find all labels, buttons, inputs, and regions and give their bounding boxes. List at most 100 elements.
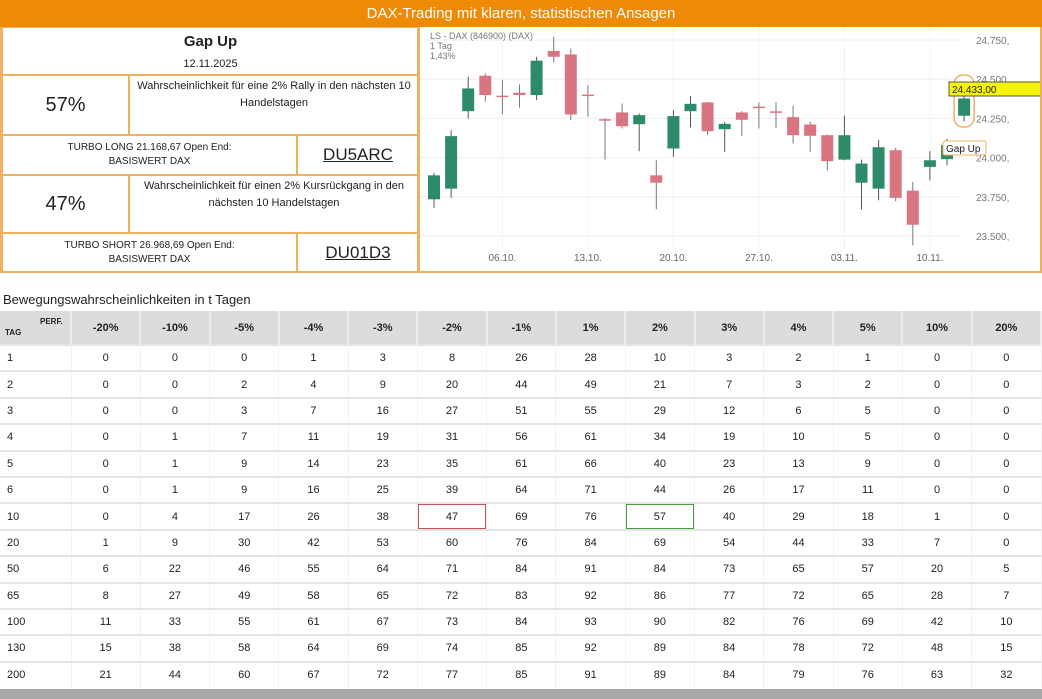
table-cell: 51 xyxy=(486,396,557,425)
candle-body xyxy=(650,175,663,183)
table-cell: 63 xyxy=(902,660,973,689)
table-cell: 93 xyxy=(555,607,626,636)
row-tag: 50 xyxy=(0,555,72,583)
table-cell: 76 xyxy=(486,528,557,557)
table-cell: 18 xyxy=(833,502,903,530)
table-cell: 9 xyxy=(833,449,903,477)
candle-body xyxy=(462,88,475,112)
table-cell: 72 xyxy=(417,581,488,609)
table-cell: 0 xyxy=(971,502,1042,530)
table-cell: 31 xyxy=(417,423,488,451)
table-cell: 21 xyxy=(71,660,141,689)
table-cell: 9 xyxy=(140,528,211,557)
table-cell: 27 xyxy=(417,396,488,425)
gap-up-annotation: Gap Up xyxy=(946,144,981,155)
drop-probability: 47% xyxy=(2,175,129,233)
column-header: -20% xyxy=(71,311,142,345)
table-cell: 79 xyxy=(763,660,834,689)
table-cell: 26 xyxy=(694,475,765,504)
candle-body xyxy=(547,50,560,57)
candle xyxy=(428,172,440,208)
table-cell: 65 xyxy=(348,581,418,609)
candle xyxy=(479,73,492,102)
table-cell: 71 xyxy=(555,475,626,504)
table-cell: 84 xyxy=(694,660,765,689)
table-cell: 91 xyxy=(555,660,626,689)
table-cell: 0 xyxy=(971,449,1042,477)
table-cell: 83 xyxy=(486,581,557,609)
x-tick-label: 20.10. xyxy=(659,253,687,264)
signal-panel: Gap Up 12.11.2025 57% Wahrscheinlichkeit… xyxy=(0,27,419,273)
candle xyxy=(770,102,782,129)
candle-body xyxy=(581,94,594,97)
table-cell: 32 xyxy=(971,660,1042,689)
chart-legend-text: 1,43% xyxy=(430,51,456,61)
table-cell: 69 xyxy=(625,528,696,557)
table-cell: 15 xyxy=(71,634,141,662)
column-header: -4% xyxy=(278,311,350,345)
page-header: DAX-Trading mit klaren, statistischen An… xyxy=(0,0,1042,27)
drop-description: Wahrscheinlichkeit für einen 2% Kursrück… xyxy=(129,175,419,233)
table-cell: 0 xyxy=(902,449,973,477)
candle xyxy=(923,151,936,181)
table-cell: 49 xyxy=(555,370,626,398)
table-cell: 19 xyxy=(348,423,418,451)
table-cell: 38 xyxy=(140,634,211,662)
candle-body xyxy=(564,54,577,115)
table-cell: 47 xyxy=(417,502,488,530)
table-cell: 54 xyxy=(694,528,765,557)
y-tick-label: 23.500, xyxy=(976,232,1009,243)
table-cell: 42 xyxy=(278,528,349,557)
table-cell: 84 xyxy=(486,555,557,583)
table-cell: 55 xyxy=(209,607,280,636)
table-cell: 21 xyxy=(625,370,696,398)
table-cell: 60 xyxy=(209,660,280,689)
table-cell: 84 xyxy=(555,528,626,557)
gap-up-label-box xyxy=(942,140,987,156)
table-cell: 46 xyxy=(209,555,280,583)
table-cell: 42 xyxy=(902,607,973,636)
table-cell: 85 xyxy=(486,660,557,689)
table-cell: 8 xyxy=(71,581,141,609)
table-cell: 44 xyxy=(486,370,557,398)
candle xyxy=(889,147,902,202)
tag-header: TAG xyxy=(5,328,22,337)
table-cell: 7 xyxy=(694,370,765,398)
turbo-short-code-link[interactable]: DU01D3 xyxy=(297,233,419,273)
column-header: 4% xyxy=(763,311,835,345)
table-cell: 12 xyxy=(694,396,765,425)
table-cell: 0 xyxy=(902,423,973,451)
table-cell: 84 xyxy=(486,607,557,636)
table-cell: 3 xyxy=(694,343,765,372)
candle xyxy=(633,113,646,152)
candle-body xyxy=(770,111,782,113)
turbo-long-code-link[interactable]: DU5ARC xyxy=(297,135,419,175)
table-cell: 7 xyxy=(278,396,349,425)
column-header: -1% xyxy=(486,311,557,345)
table-cell: 69 xyxy=(833,607,903,636)
table-cell: 7 xyxy=(971,581,1042,609)
table-cell: 92 xyxy=(555,581,626,609)
candle xyxy=(445,130,458,198)
table-cell: 9 xyxy=(348,370,418,398)
table-row: 65 8 27 49 58 65 72 83 92 86 77 72 65 28 7 xyxy=(0,581,1042,609)
candle xyxy=(616,103,629,129)
table-cell: 39 xyxy=(417,475,488,504)
candle-body xyxy=(752,106,765,109)
candle xyxy=(855,159,868,210)
table-cell: 0 xyxy=(71,449,141,477)
footer-bar xyxy=(0,689,1042,699)
table-cell: 28 xyxy=(902,581,973,609)
table-cell: 29 xyxy=(763,502,834,530)
candle xyxy=(752,102,765,129)
table-cell: 67 xyxy=(348,607,418,636)
row-tag: 200 xyxy=(0,660,72,689)
table-cell: 71 xyxy=(417,555,488,583)
rally-description: Wahrscheinlichkeit für eine 2% Rally in … xyxy=(129,75,419,135)
table-cell: 77 xyxy=(694,581,765,609)
candle-body xyxy=(872,147,885,189)
x-tick-label: 13.10. xyxy=(574,253,602,264)
candle-body xyxy=(701,102,714,132)
turbo-short-text: TURBO SHORT 26.968,69 Open End: xyxy=(64,240,235,251)
table-cell: 3 xyxy=(348,343,418,372)
